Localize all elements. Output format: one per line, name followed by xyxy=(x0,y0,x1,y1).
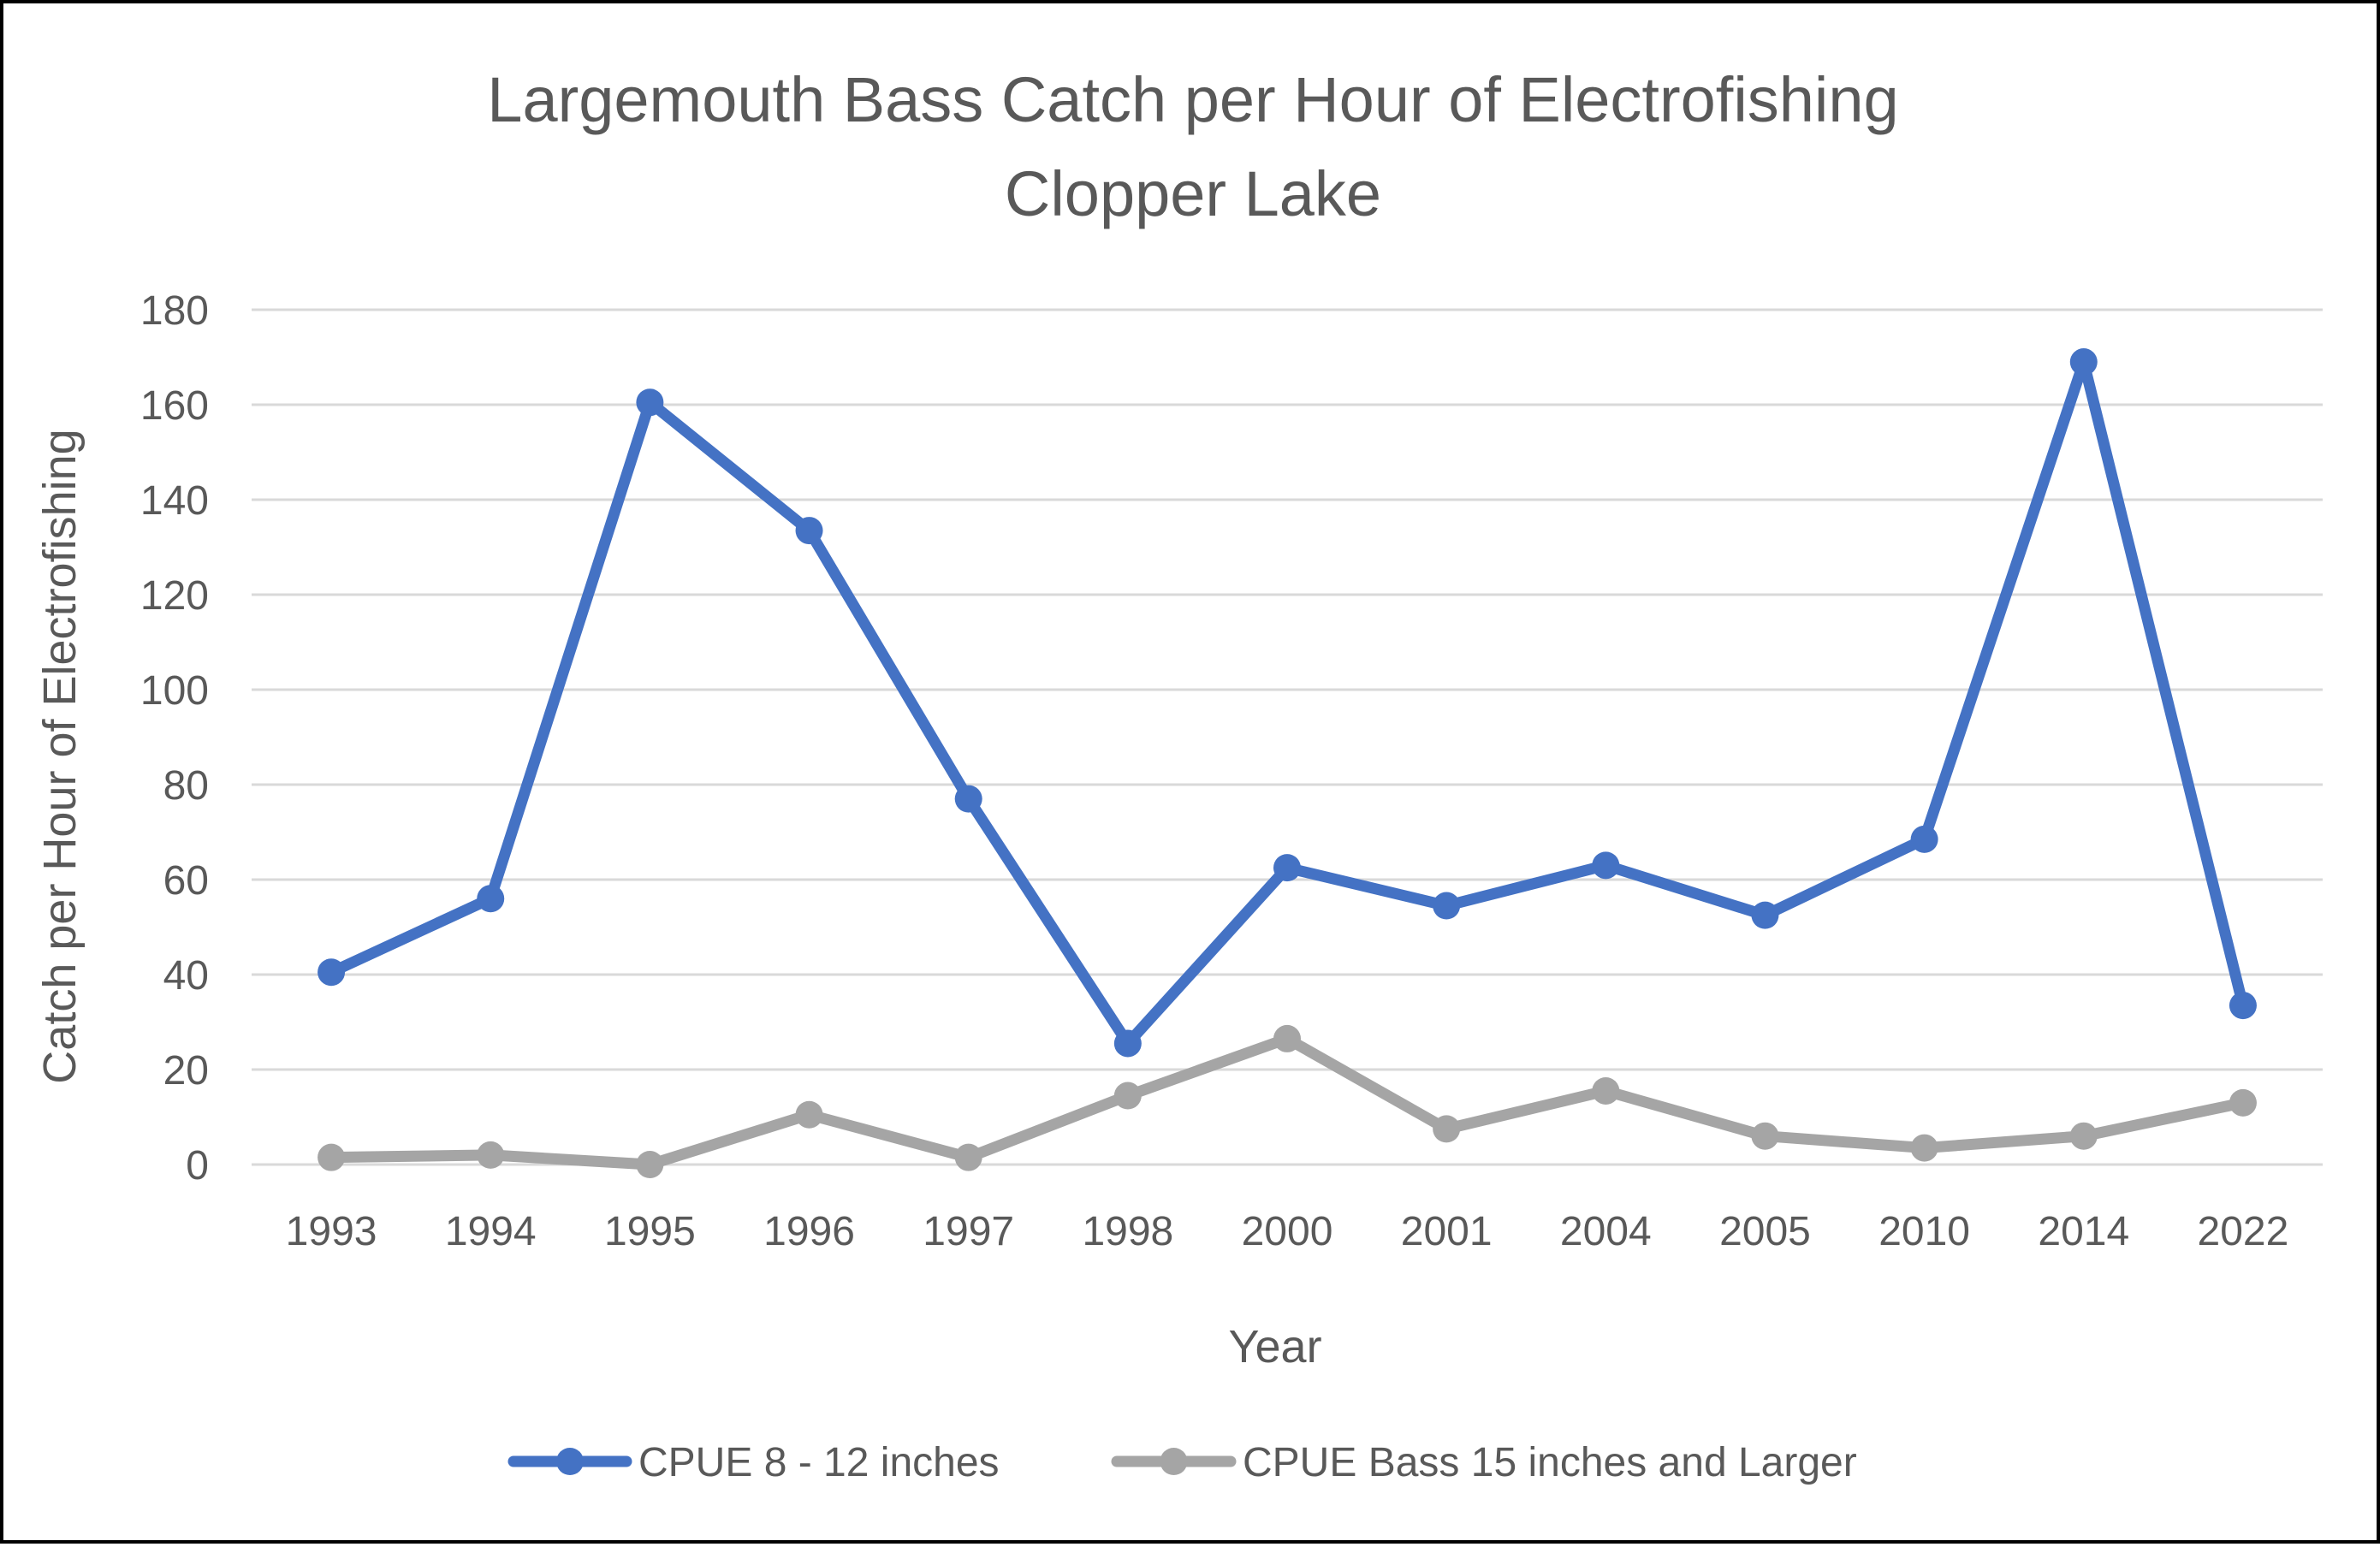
data-point xyxy=(1592,1076,1620,1105)
x-tick-label: 2000 xyxy=(1242,1209,1333,1254)
data-point xyxy=(2229,992,2257,1020)
legend: CPUE 8 - 12 inches CPUE Bass 15 inches an… xyxy=(507,1440,1857,1485)
series-0 xyxy=(318,348,2257,1058)
gridlines xyxy=(252,308,2323,1166)
y-tick-label: 60 xyxy=(163,858,209,904)
x-axis-tick-labels: 1993 1994 1995 1996 1997 1998 2000 2001 2004 2005… xyxy=(286,1209,2289,1254)
data-point xyxy=(1113,1082,1142,1110)
data-point xyxy=(1273,1024,1301,1052)
data-point xyxy=(1433,892,1461,920)
data-point xyxy=(2229,1088,2257,1117)
data-point xyxy=(954,785,982,813)
y-tick-label: 100 xyxy=(140,668,209,714)
legend-item-0: CPUE 8 - 12 inches xyxy=(507,1440,1000,1485)
y-tick-label: 80 xyxy=(163,763,209,809)
legend-label: CPUE 8 - 12 inches xyxy=(638,1440,1000,1485)
y-axis-tick-labels: 0 20 40 60 80 100 120 140 160 180 xyxy=(140,288,209,1188)
data-point xyxy=(1910,825,1938,853)
data-point xyxy=(1273,854,1301,882)
data-point xyxy=(954,1143,982,1171)
y-tick-label: 160 xyxy=(140,383,209,429)
series-1 xyxy=(318,1024,2257,1178)
series-line-1 xyxy=(325,1033,2249,1171)
legend-label: CPUE Bass 15 inches and Larger xyxy=(1243,1440,1857,1485)
data-point xyxy=(318,1143,346,1171)
data-point xyxy=(477,885,505,913)
y-axis-label: Catch per Hour of Electrofishing xyxy=(34,429,86,1083)
x-tick-label: 2014 xyxy=(2038,1209,2129,1254)
y-tick-label: 20 xyxy=(163,1048,209,1094)
x-axis-label: Year xyxy=(1228,1321,1321,1372)
x-tick-label: 2001 xyxy=(1401,1209,1493,1254)
data-point xyxy=(1433,1115,1461,1143)
data-point xyxy=(795,1100,823,1129)
x-tick-label: 1994 xyxy=(445,1209,537,1254)
data-point xyxy=(636,388,664,417)
x-tick-label: 2005 xyxy=(1719,1209,1811,1254)
legend-marker xyxy=(556,1448,584,1475)
data-point xyxy=(2069,1122,2098,1150)
chart-title-line-2: Clopper Lake xyxy=(1005,158,1381,229)
data-point xyxy=(1751,901,1779,929)
line-chart: Largemouth Bass Catch per Hour of Electr… xyxy=(34,64,2323,1485)
data-point xyxy=(318,958,346,987)
x-tick-label: 1997 xyxy=(923,1209,1014,1254)
x-tick-label: 1993 xyxy=(286,1209,377,1254)
legend-marker xyxy=(1160,1448,1188,1475)
data-point xyxy=(2069,348,2098,376)
x-tick-label: 2010 xyxy=(1878,1209,1970,1254)
data-point xyxy=(1910,1134,1938,1162)
x-tick-label: 2004 xyxy=(1560,1209,1652,1254)
data-point xyxy=(636,1151,664,1178)
series-line-0 xyxy=(325,356,2249,1049)
chart-title-line-1: Largemouth Bass Catch per Hour of Electr… xyxy=(487,64,1898,135)
y-tick-label: 120 xyxy=(140,573,209,619)
chart-title: Largemouth Bass Catch per Hour of Electr… xyxy=(487,64,1898,229)
y-tick-label: 180 xyxy=(140,288,209,334)
y-tick-label: 140 xyxy=(140,478,209,524)
data-point xyxy=(1592,851,1620,880)
data-point xyxy=(1751,1122,1779,1150)
x-tick-label: 2022 xyxy=(2198,1209,2289,1254)
x-tick-label: 1996 xyxy=(763,1209,855,1254)
x-tick-label: 1995 xyxy=(604,1209,696,1254)
data-point xyxy=(795,517,823,545)
series-layer xyxy=(318,348,2257,1178)
y-tick-label: 40 xyxy=(163,953,209,999)
x-tick-label: 1998 xyxy=(1082,1209,1173,1254)
data-point xyxy=(477,1141,505,1169)
y-tick-label: 0 xyxy=(186,1143,209,1188)
data-point xyxy=(1113,1029,1142,1058)
legend-item-1: CPUE Bass 15 inches and Larger xyxy=(1111,1440,1857,1485)
